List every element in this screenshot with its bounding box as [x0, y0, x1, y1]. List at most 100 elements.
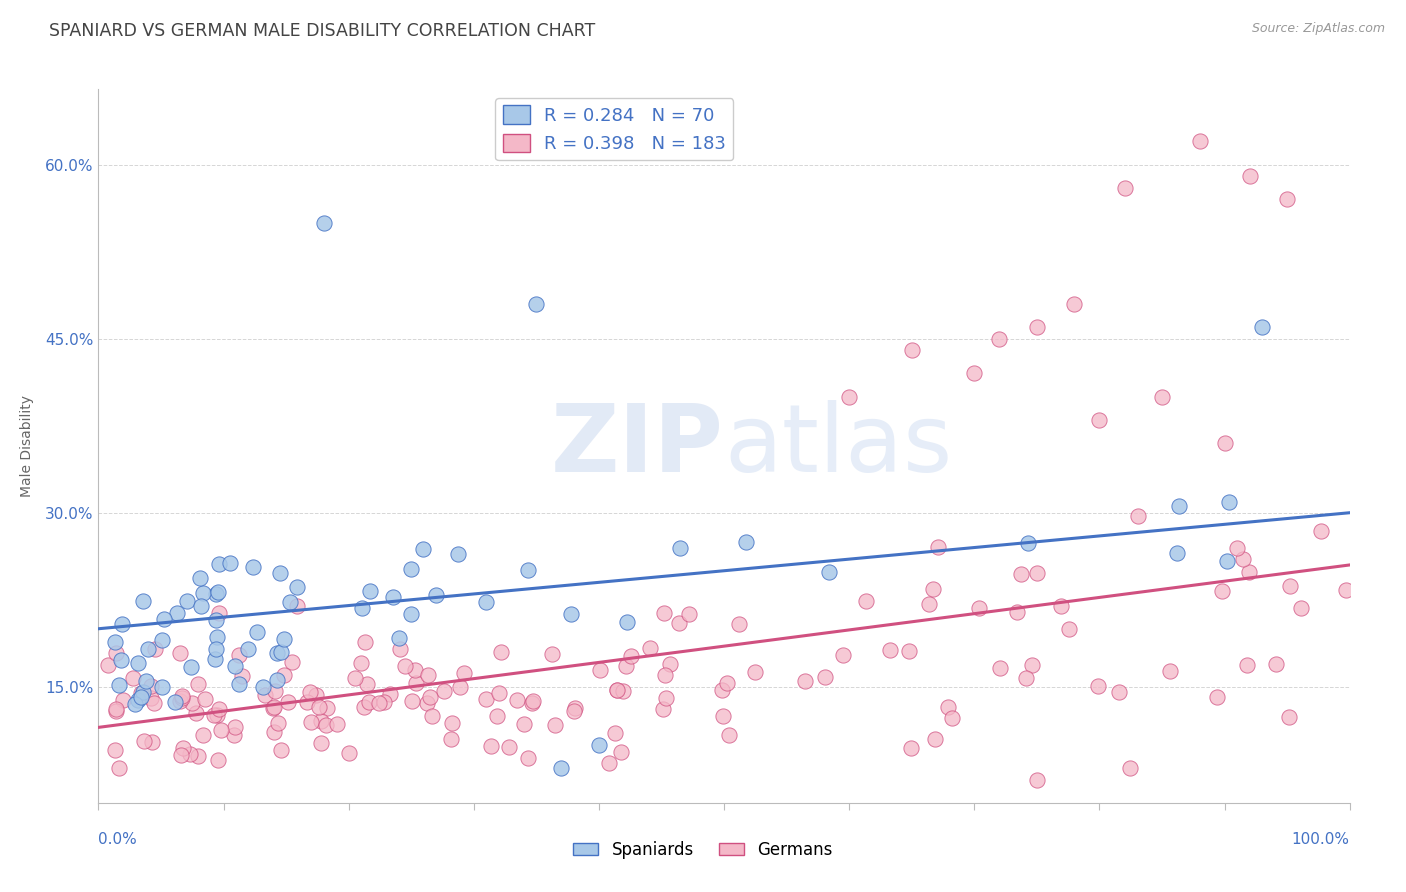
Point — [273, 632, 295, 647]
Point — [104, 646, 127, 660]
Point — [132, 685, 155, 699]
Point — [382, 590, 405, 604]
Point — [918, 597, 941, 611]
Point — [1239, 566, 1261, 580]
Point — [205, 707, 228, 722]
Point — [142, 696, 165, 710]
Point — [524, 297, 547, 311]
Point — [716, 676, 738, 690]
Point — [263, 700, 285, 714]
Point — [638, 641, 661, 656]
Point — [270, 743, 292, 757]
Point — [485, 709, 508, 723]
Point — [266, 673, 288, 687]
Point — [316, 701, 339, 715]
Text: ZIP: ZIP — [551, 400, 724, 492]
Point — [170, 691, 193, 706]
Point — [562, 704, 585, 718]
Point — [1159, 665, 1181, 679]
Point — [488, 686, 510, 700]
Point — [1279, 578, 1302, 592]
Point — [560, 607, 582, 621]
Point — [1150, 390, 1173, 404]
Point — [252, 680, 274, 694]
Point — [718, 728, 741, 742]
Point — [242, 560, 264, 574]
Point — [228, 677, 250, 691]
Point — [838, 390, 860, 404]
Point — [153, 612, 176, 626]
Point — [124, 698, 146, 712]
Point — [412, 541, 434, 556]
Point — [169, 647, 191, 661]
Point — [224, 728, 246, 742]
Point — [204, 651, 226, 665]
Point — [517, 563, 540, 577]
Point — [610, 745, 633, 759]
Point — [353, 699, 375, 714]
Point — [108, 678, 131, 692]
Point — [207, 753, 229, 767]
Point — [270, 644, 292, 658]
Point — [388, 631, 411, 645]
Point — [187, 749, 209, 764]
Point — [208, 702, 231, 716]
Point — [122, 671, 145, 685]
Point — [127, 656, 149, 670]
Point — [305, 688, 328, 702]
Point — [605, 725, 627, 739]
Point — [1289, 601, 1312, 615]
Point — [498, 740, 520, 755]
Point — [344, 672, 367, 686]
Point — [127, 693, 149, 707]
Point — [143, 642, 166, 657]
Point — [246, 624, 269, 639]
Point — [711, 709, 734, 723]
Point — [299, 685, 322, 699]
Point — [474, 692, 496, 706]
Point — [440, 731, 463, 746]
Point — [184, 706, 207, 721]
Point — [224, 719, 246, 733]
Point — [924, 732, 946, 747]
Point — [308, 700, 330, 714]
Point — [652, 606, 675, 620]
Point — [620, 648, 643, 663]
Point — [416, 696, 439, 710]
Point — [204, 614, 226, 628]
Point — [1166, 546, 1188, 560]
Point — [263, 724, 285, 739]
Point — [988, 332, 1011, 346]
Point — [169, 748, 191, 763]
Point — [735, 535, 758, 549]
Point — [506, 693, 529, 707]
Point — [326, 716, 349, 731]
Point — [309, 736, 332, 750]
Point — [281, 655, 304, 669]
Point — [356, 677, 378, 691]
Point — [285, 580, 308, 594]
Point — [1277, 193, 1299, 207]
Point — [814, 670, 837, 684]
Point — [522, 693, 544, 707]
Point — [190, 599, 212, 614]
Point — [711, 683, 734, 698]
Text: atlas: atlas — [724, 400, 952, 492]
Point — [1005, 605, 1028, 619]
Point — [1264, 657, 1286, 672]
Point — [1010, 566, 1032, 581]
Point — [879, 643, 901, 657]
Point — [1057, 622, 1080, 636]
Point — [520, 696, 543, 710]
Point — [900, 343, 922, 358]
Point — [744, 665, 766, 679]
Point — [1026, 772, 1049, 787]
Point — [228, 648, 250, 662]
Point — [219, 556, 242, 570]
Point — [475, 595, 498, 609]
Point — [107, 761, 129, 775]
Point — [208, 557, 231, 571]
Point — [202, 708, 225, 723]
Point — [818, 565, 841, 579]
Point — [315, 718, 337, 732]
